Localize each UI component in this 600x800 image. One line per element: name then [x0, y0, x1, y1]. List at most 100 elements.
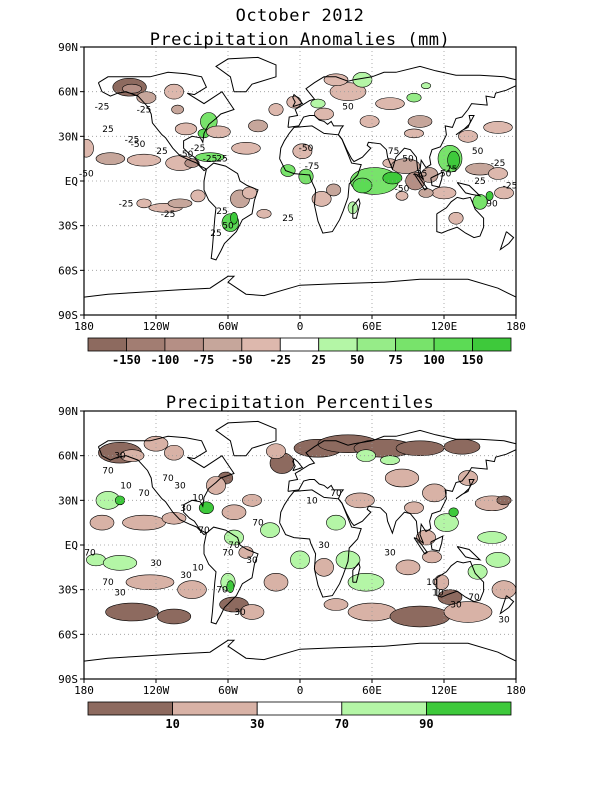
- anomalies-anomaly-region: [268, 103, 284, 116]
- colorbar-swatch: [279, 337, 320, 352]
- coastline-africa: [279, 489, 362, 598]
- anomalies-anomaly-region: [494, 186, 514, 200]
- contour-label: 70: [102, 467, 114, 477]
- percentiles-anomaly-region: [239, 604, 265, 620]
- percentiles-anomaly-region: [380, 455, 400, 465]
- coastline-japan: [455, 479, 475, 500]
- percentiles-anomaly-region: [485, 552, 511, 568]
- colorbar-label: 100: [423, 353, 445, 367]
- lat-label: 90N: [58, 41, 78, 54]
- contour-label: 25: [210, 229, 221, 239]
- lat-label: 60N: [58, 450, 78, 463]
- percentiles-anomaly-region: [266, 443, 286, 459]
- colorbar-label: 25: [312, 353, 326, 367]
- lon-label: 180: [506, 320, 526, 333]
- percentiles-anomaly-region: [226, 580, 235, 593]
- coastline-antarctica: [84, 275, 516, 298]
- coastline-antarctica: [84, 639, 516, 662]
- anomalies-anomaly-region: [418, 188, 434, 198]
- lat-label: 30N: [58, 494, 78, 507]
- percentiles-anomaly-region: [164, 444, 184, 461]
- contour-label: 25: [216, 207, 227, 217]
- percentiles-anomaly-region: [125, 574, 175, 590]
- coastline-borneo: [430, 535, 444, 552]
- contour-label: 10: [192, 493, 204, 503]
- anomalies-anomaly-region: [382, 171, 403, 185]
- lat-label: 30N: [58, 130, 78, 143]
- contour-label: -50: [395, 184, 410, 194]
- colorbar-label: -75: [193, 353, 215, 367]
- coastline-australia: [436, 560, 485, 603]
- contour-label: 70: [252, 519, 264, 529]
- contour-label: 30: [114, 452, 126, 462]
- coastline-newzealand: [499, 231, 515, 251]
- percentiles-anomaly-region: [404, 501, 424, 515]
- anomalies-anomaly-region: [136, 198, 152, 209]
- colorbar-swatch: [395, 337, 435, 352]
- contour-label: 50: [222, 222, 234, 232]
- colorbar-label: 90: [419, 717, 433, 731]
- coastline-newzealand: [499, 595, 515, 615]
- contour-label: 30: [450, 601, 462, 611]
- anomalies-anomaly-region: [256, 208, 272, 219]
- contour-label: -25: [161, 210, 176, 220]
- anomalies-anomaly-region: [314, 107, 334, 121]
- anomalies-anomaly-region: [447, 150, 460, 170]
- anomalies-coastlines: [84, 56, 516, 298]
- lon-label: 60E: [362, 320, 382, 333]
- colorbar-label: -25: [269, 353, 291, 367]
- colorbar-label: 75: [388, 353, 402, 367]
- percentiles-anomaly-region: [122, 514, 166, 531]
- coastline-eurasia: [287, 429, 516, 544]
- contour-label: -25: [191, 144, 206, 154]
- colorbar-label: 70: [335, 717, 349, 731]
- lon-label: 120W: [143, 684, 170, 697]
- coastline-northAmerica: [97, 435, 235, 536]
- colorbar-label: 30: [250, 717, 264, 731]
- lon-label: 180: [74, 684, 94, 697]
- contour-label: 25: [216, 155, 227, 165]
- percentiles-anomaly-region: [221, 504, 247, 520]
- percentiles-anomaly-region: [260, 522, 280, 538]
- anomalies-anomaly-region: [190, 189, 206, 203]
- lat-label: EQ: [65, 539, 78, 552]
- figure-title: October 2012: [235, 6, 365, 26]
- contour-label: 90: [486, 199, 498, 209]
- lon-label: 120E: [431, 684, 458, 697]
- coastline-newguinea: [456, 546, 482, 561]
- contour-label: -25: [119, 199, 134, 209]
- anomalies-anomaly-region: [126, 153, 162, 167]
- percentiles-anomaly-region: [89, 514, 115, 531]
- anomalies-anomaly-region: [206, 125, 231, 139]
- anomalies-anomaly-region: [352, 177, 373, 194]
- colorbar-swatch: [202, 337, 243, 352]
- colorbar-label: -50: [231, 353, 253, 367]
- anomalies-anomaly-region: [292, 143, 313, 159]
- contour-label: 30: [318, 541, 330, 551]
- contour-label: 30: [246, 556, 258, 566]
- contour-label: 70: [162, 474, 174, 484]
- anomalies-anomaly-region: [95, 152, 126, 165]
- percentile-colorbar: 10 30 70 90: [87, 701, 512, 731]
- anomalies-anomaly-region: [184, 158, 200, 168]
- colorbar-swatch: [356, 337, 397, 352]
- coastline-japan: [455, 115, 475, 136]
- colorbar-label: -150: [112, 353, 141, 367]
- lat-label: 30S: [58, 220, 78, 233]
- percentiles-panel-title: Precipitation Percentiles: [165, 393, 435, 413]
- contour-label: 30: [174, 481, 186, 491]
- anomalies-anomaly-region: [248, 119, 268, 133]
- anomalies-anomaly-region: [485, 191, 494, 201]
- lon-label: 120W: [143, 320, 170, 333]
- colorbar-swatch: [172, 701, 258, 716]
- coastline-greenland: [215, 420, 277, 457]
- lat-label: 30S: [58, 584, 78, 597]
- contour-label: 30: [180, 571, 192, 581]
- percentiles-anomaly-region: [437, 589, 463, 605]
- anomalies-anomaly-region: [84, 139, 94, 158]
- lon-label: 60W: [218, 684, 238, 697]
- coastline-madagascar: [352, 197, 361, 219]
- contour-label: 25: [102, 125, 113, 135]
